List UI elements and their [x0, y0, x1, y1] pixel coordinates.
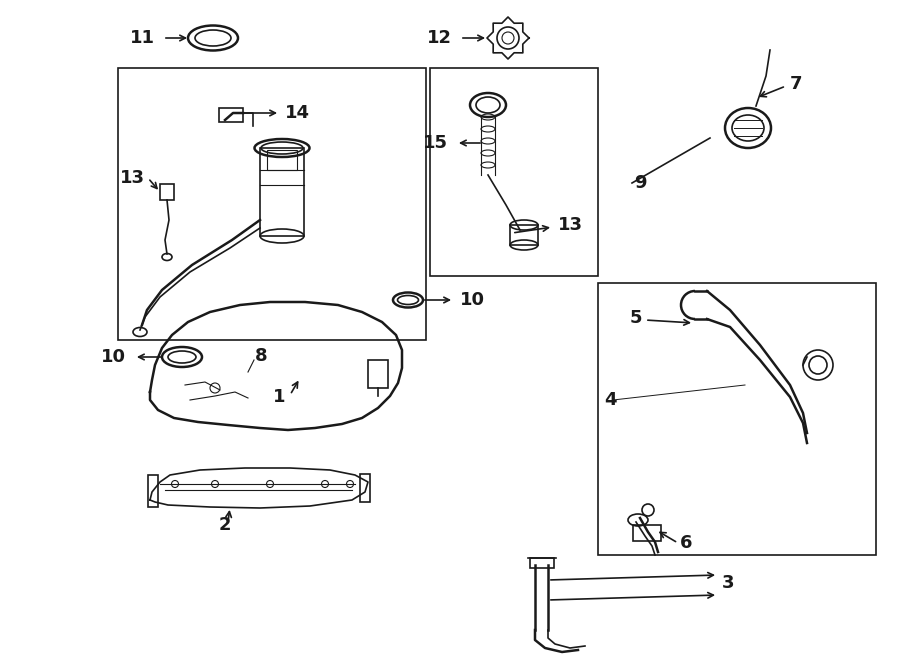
Text: 9: 9: [634, 174, 646, 192]
Bar: [633, 525, 661, 541]
Text: 12: 12: [427, 29, 452, 47]
Text: 1: 1: [273, 388, 285, 406]
Text: 11: 11: [130, 29, 155, 47]
Text: 13: 13: [120, 169, 145, 187]
Bar: [148, 475, 158, 507]
Text: 13: 13: [558, 216, 583, 234]
Bar: [368, 360, 388, 388]
Bar: [219, 108, 243, 122]
Text: 6: 6: [680, 534, 692, 552]
Bar: [118, 68, 426, 340]
Text: 10: 10: [101, 348, 126, 366]
Bar: [160, 184, 174, 200]
Text: 14: 14: [285, 104, 310, 122]
Bar: [430, 68, 598, 276]
Bar: [267, 150, 297, 170]
Text: 3: 3: [722, 574, 734, 592]
Bar: [530, 558, 554, 568]
Text: 2: 2: [219, 516, 231, 534]
Text: 4: 4: [604, 391, 617, 409]
Bar: [510, 225, 538, 245]
Text: 7: 7: [790, 75, 803, 93]
Text: 15: 15: [423, 134, 448, 152]
Bar: [360, 474, 370, 502]
Bar: [598, 283, 876, 555]
Text: 10: 10: [460, 291, 485, 309]
Text: 5: 5: [630, 309, 643, 327]
Bar: [260, 148, 304, 236]
Text: 8: 8: [255, 347, 267, 365]
